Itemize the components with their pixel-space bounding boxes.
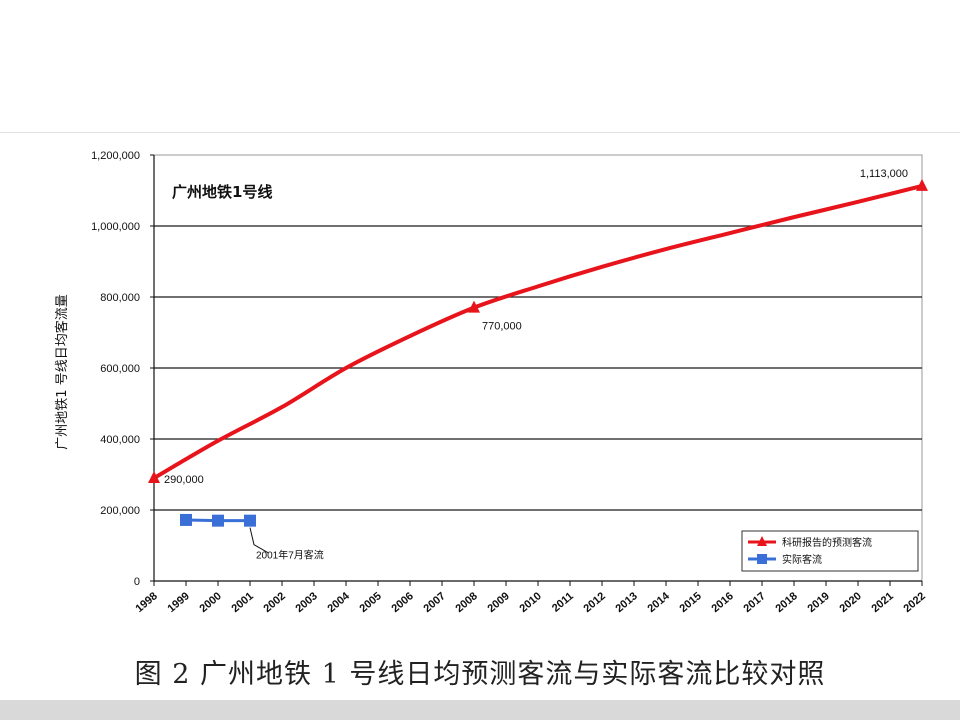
x-tick-label: 2019 — [805, 590, 831, 615]
x-tick-label: 2000 — [197, 590, 223, 615]
x-tick-label: 2013 — [613, 590, 639, 615]
x-tick-label: 2020 — [837, 590, 863, 615]
forecast-point — [468, 300, 480, 313]
x-tick-label: 2010 — [517, 590, 543, 615]
chart-title: 广州地铁1号线 — [172, 183, 272, 201]
x-tick-label: 2018 — [773, 590, 799, 615]
top-band — [0, 0, 960, 133]
x-tick-label: 2016 — [709, 590, 735, 615]
annotation-label: 290,000 — [164, 474, 204, 486]
x-tick-label: 2005 — [357, 590, 383, 615]
annotation-label: 1,113,000 — [860, 168, 908, 180]
x-tick-label: 2014 — [645, 590, 672, 615]
actual-point — [244, 514, 256, 527]
x-tick-label: 2022 — [901, 590, 927, 615]
figure-caption: 图 2 广州地铁 1 号线日均预测客流与实际客流比较对照 — [134, 659, 826, 690]
forecast-line — [152, 183, 924, 481]
x-tick-label: 2003 — [293, 590, 319, 615]
legend-label: 实际客流 — [782, 553, 822, 566]
y-tick-label: 1,200,000 — [91, 150, 140, 162]
y-tick-labels: 0 200,000 400,000 600,000 800,000 1,000,000 1,… — [91, 150, 140, 588]
y-tick-label: 0 — [134, 576, 140, 588]
chart: 0 200,000 400,000 600,000 800,000 1,000,000 1,… — [54, 150, 928, 615]
legend-marker — [757, 536, 767, 546]
bottom-band — [0, 700, 960, 720]
actual-point — [180, 513, 192, 526]
legend-label: 科研报告的预测客流 — [782, 536, 872, 549]
annotation-leader — [249, 527, 269, 554]
x-tick-label: 2008 — [453, 590, 479, 615]
x-tick-label: 2015 — [677, 590, 703, 615]
legend-marker — [757, 554, 767, 564]
series-layer — [148, 178, 928, 527]
axes — [150, 154, 923, 586]
x-tick-label: 2017 — [741, 590, 767, 615]
y-tick-label: 200,000 — [100, 505, 140, 517]
x-tick-label: 2007 — [421, 590, 447, 615]
x-tick-label: 2004 — [325, 590, 352, 615]
annotation-label: 770,000 — [482, 321, 522, 333]
grid — [153, 154, 923, 582]
x-tick-label: 2001 — [229, 590, 255, 615]
x-tick-label: 1999 — [165, 590, 191, 615]
x-tick-label: 1998 — [133, 590, 159, 615]
x-tick-label: 2006 — [389, 590, 415, 615]
y-tick-label: 600,000 — [100, 363, 140, 375]
forecast-point — [148, 471, 160, 484]
y-tick-label: 400,000 — [100, 434, 140, 446]
x-tick-label: 2011 — [550, 590, 576, 615]
x-tick-label: 2009 — [485, 590, 511, 615]
annotations: 290,000 770,000 1,113,000 2001年7月客流 — [164, 168, 908, 562]
annotation-label: 2001年7月客流 — [256, 549, 324, 562]
x-tick-label: 2002 — [261, 590, 287, 615]
y-tick-label: 800,000 — [100, 292, 140, 304]
x-tick-labels: 1998 1999 2000 2001 2002 2003 2004 2005 2006 2007… — [133, 590, 927, 615]
forecast-point — [916, 178, 928, 191]
x-tick-label: 2021 — [869, 590, 895, 615]
actual-point — [212, 514, 224, 527]
y-axis-label: 广州地铁1 号线日均客流量 — [54, 294, 70, 449]
y-tick-label: 1,000,000 — [91, 221, 140, 233]
legend-box — [741, 530, 919, 572]
x-tick-label: 2012 — [581, 590, 607, 615]
